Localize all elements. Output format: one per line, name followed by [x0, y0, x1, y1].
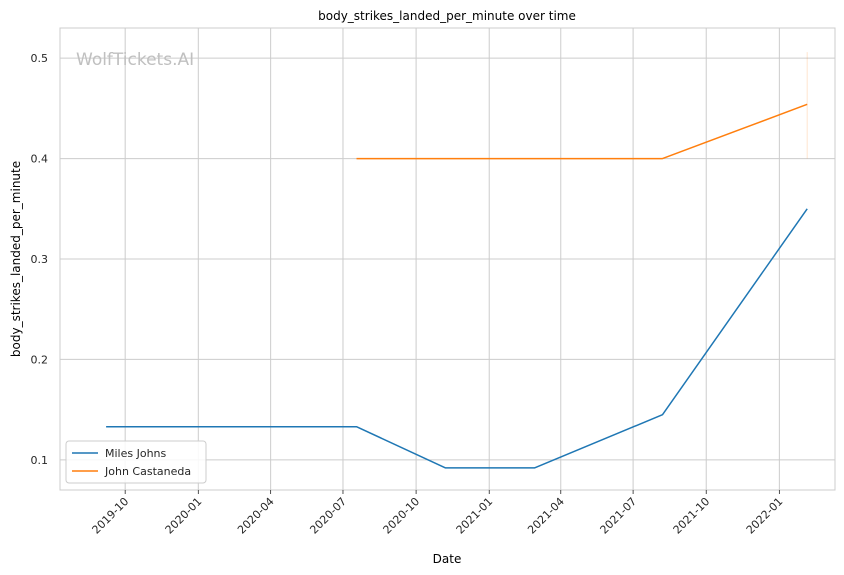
series-line-john-castaneda: [356, 103, 808, 160]
y-tick-label: 0.2: [31, 353, 49, 366]
x-tick-label: 2021-07: [598, 495, 640, 537]
y-tick-label: 0.3: [31, 253, 49, 266]
y-tick-label: 0.5: [31, 52, 49, 65]
series-line-miles-johns: [106, 208, 808, 469]
x-tick-label: 2020-10: [381, 495, 423, 537]
x-tick-label: 2021-04: [525, 495, 567, 537]
y-axis-ticks: 0.1 0.2 0.3 0.4 0.5: [31, 52, 49, 467]
plot-frame: [59, 27, 836, 491]
x-axis-ticks: 2019-10 2020-01 2020-04 2020-07 2020-10 2021-…: [90, 490, 786, 537]
grid: [60, 28, 835, 490]
y-tick-label: 0.1: [31, 454, 49, 467]
x-tick-label: 2019-10: [90, 495, 132, 537]
x-tick-label: 2022-01: [744, 495, 786, 537]
x-axis-label: Date: [433, 552, 462, 566]
x-tick-label: 2020-07: [307, 495, 349, 537]
chart-title: body_strikes_landed_per_minute over time: [318, 9, 576, 23]
series-lines: [106, 52, 808, 469]
y-axis-label: body_strikes_landed_per_minute: [9, 161, 23, 357]
legend-box: [65, 440, 207, 484]
legend: Miles Johns John Castaneda: [65, 440, 207, 484]
watermark: WolfTickets.AI: [76, 50, 194, 70]
legend-label-john-castaneda: John Castaneda: [104, 465, 191, 478]
y-tick-label: 0.4: [31, 153, 49, 166]
x-tick-label: 2021-01: [454, 495, 496, 537]
x-tick-label: 2021-10: [671, 495, 713, 537]
x-tick-label: 2020-04: [235, 495, 277, 537]
x-tick-label: 2020-01: [163, 495, 205, 537]
legend-label-miles-johns: Miles Johns: [105, 447, 167, 460]
